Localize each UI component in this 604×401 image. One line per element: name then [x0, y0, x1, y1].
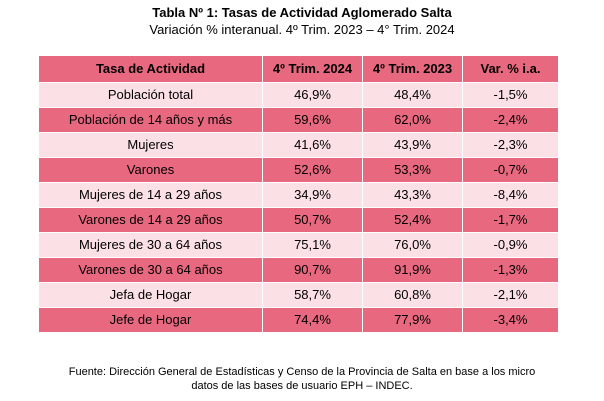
value-2023: 48,4% [362, 82, 463, 108]
row-label: Varones de 30 a 64 años [38, 257, 263, 283]
table-row: Varones 52,6% 53,3% -0,7% [38, 157, 559, 183]
table-row: Jefe de Hogar 74,4% 77,9% -3,4% [38, 307, 559, 333]
value-2023: 62,0% [362, 107, 463, 133]
table-row: Varones de 14 a 29 años 50,7% 52,4% -1,7… [38, 207, 559, 233]
variation: -1,3% [462, 257, 559, 283]
variation: -0,7% [462, 157, 559, 183]
value-2024: 75,1% [262, 232, 363, 258]
variation: -8,4% [462, 182, 559, 208]
row-label: Jefe de Hogar [38, 307, 263, 333]
header-cell: Var. % i.a. [462, 55, 559, 83]
value-2023: 60,8% [362, 282, 463, 308]
value-2024: 74,4% [262, 307, 363, 333]
source-line: datos de las bases de usuario EPH – INDE… [191, 380, 413, 392]
source-note: Fuente: Dirección General de Estadística… [0, 365, 604, 393]
variation: -2,1% [462, 282, 559, 308]
row-label: Varones de 14 a 29 años [38, 207, 263, 233]
header-cell: 4º Trim. 2023 [362, 55, 463, 83]
table-row: Mujeres de 30 a 64 años 75,1% 76,0% -0,9… [38, 232, 559, 258]
value-2024: 50,7% [262, 207, 363, 233]
value-2024: 46,9% [262, 82, 363, 108]
activity-rates-table: Tasa de Actividad 4º Trim. 2024 4º Trim.… [38, 55, 559, 333]
row-label: Mujeres de 14 a 29 años [38, 182, 263, 208]
table-row: Mujeres de 14 a 29 años 34,9% 43,3% -8,4… [38, 182, 559, 208]
table-row: Población de 14 años y más 59,6% 62,0% -… [38, 107, 559, 133]
row-label: Varones [38, 157, 263, 183]
header-cell: 4º Trim. 2024 [262, 55, 363, 83]
value-2023: 53,3% [362, 157, 463, 183]
value-2023: 43,9% [362, 132, 463, 158]
value-2023: 91,9% [362, 257, 463, 283]
row-label: Mujeres de 30 a 64 años [38, 232, 263, 258]
table-row: Mujeres 41,6% 43,9% -2,3% [38, 132, 559, 158]
header-cell: Tasa de Actividad [38, 55, 263, 83]
row-label: Mujeres [38, 132, 263, 158]
variation: -2,4% [462, 107, 559, 133]
source-line: Fuente: Dirección General de Estadística… [68, 366, 536, 378]
variation: -1,7% [462, 207, 559, 233]
row-label: Población de 14 años y más [38, 107, 263, 133]
value-2023: 43,3% [362, 182, 463, 208]
value-2023: 76,0% [362, 232, 463, 258]
value-2024: 41,6% [262, 132, 363, 158]
value-2024: 58,7% [262, 282, 363, 308]
value-2023: 52,4% [362, 207, 463, 233]
table-title: Tabla Nº 1: Tasas de Actividad Aglomerad… [152, 5, 452, 20]
table-row: Varones de 30 a 64 años 90,7% 91,9% -1,3… [38, 257, 559, 283]
row-label: Jefa de Hogar [38, 282, 263, 308]
variation: -1,5% [462, 82, 559, 108]
variation: -2,3% [462, 132, 559, 158]
table-row: Jefa de Hogar 58,7% 60,8% -2,1% [38, 282, 559, 308]
table-subtitle: Variación % interanual. 4º Trim. 2023 – … [149, 22, 455, 37]
value-2024: 34,9% [262, 182, 363, 208]
variation: -3,4% [462, 307, 559, 333]
value-2024: 52,6% [262, 157, 363, 183]
value-2024: 90,7% [262, 257, 363, 283]
header-row: Tasa de Actividad 4º Trim. 2024 4º Trim.… [38, 55, 559, 83]
value-2023: 77,9% [362, 307, 463, 333]
table-row: Población total 46,9% 48,4% -1,5% [38, 82, 559, 108]
row-label: Población total [38, 82, 263, 108]
variation: -0,9% [462, 232, 559, 258]
value-2024: 59,6% [262, 107, 363, 133]
